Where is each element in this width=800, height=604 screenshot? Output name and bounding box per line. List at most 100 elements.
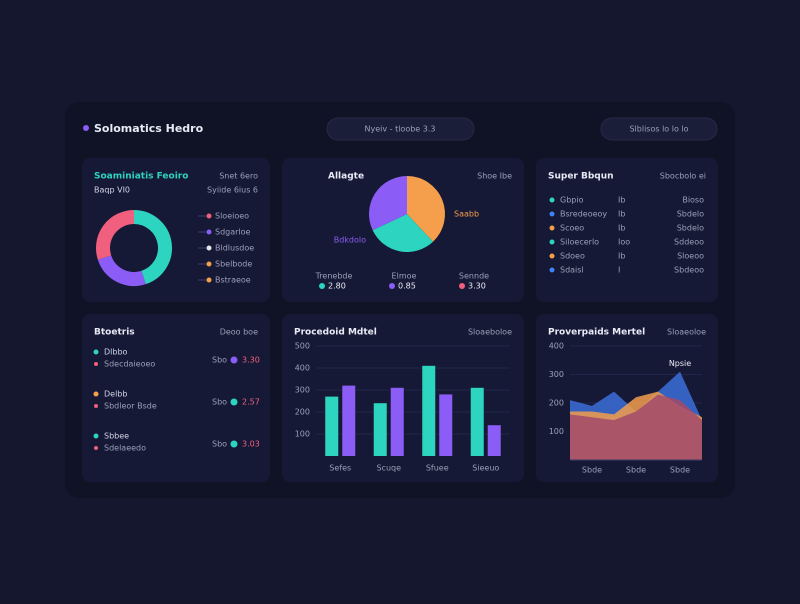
- legend-dot: [206, 277, 212, 283]
- panel-meta: Shoe Ibe: [477, 172, 512, 181]
- metric-sub: Sbdleor Bsde: [104, 402, 157, 411]
- metric-sub-dot: [94, 404, 98, 408]
- actions[interactable]: [600, 117, 718, 141]
- y-tick-label: 400: [295, 364, 310, 373]
- x-tick-label: Scuqe: [376, 464, 401, 473]
- panel-meta: Sloaeoloe: [667, 328, 706, 337]
- y-tick-label: 200: [549, 399, 564, 408]
- row-dot: [549, 267, 555, 273]
- panel-meta: Sloaeboloe: [468, 328, 512, 337]
- metric-label: Dlbbo: [104, 348, 128, 357]
- metric-sub: Sdelaeedo: [104, 444, 146, 453]
- actions-text[interactable]: Slblisos lo lo lo: [629, 125, 688, 134]
- stat-value: 0.85: [398, 282, 416, 291]
- row-right: Sbdelo: [677, 210, 704, 219]
- metric-value: 3.30: [242, 356, 260, 365]
- y-tick-label: 300: [549, 370, 564, 379]
- row-mid: Ib: [618, 210, 625, 219]
- x-tick-label: Sbde: [670, 466, 690, 475]
- stat-value: 2.80: [328, 282, 346, 291]
- pie-slice: [368, 176, 407, 231]
- row-mid: I: [618, 266, 620, 275]
- metric-sub-dot: [94, 446, 98, 450]
- stat-label: Elmoe: [392, 272, 417, 281]
- row-dot: [549, 197, 555, 203]
- row-label: Gbpio: [560, 196, 584, 205]
- legend-dot: [206, 261, 212, 267]
- panel-meta: Sbocbolo ei: [660, 172, 706, 181]
- row-label: Sdaisl: [560, 266, 584, 275]
- metric-dot: [93, 391, 99, 397]
- x-tick-label: Sfuee: [426, 464, 449, 473]
- y-tick-label: 100: [549, 427, 564, 436]
- panel-title: Btoetris: [94, 328, 135, 338]
- stat-dot: [389, 283, 395, 289]
- y-tick-label: 100: [295, 430, 310, 439]
- legend-dot: [206, 229, 212, 235]
- donut-segment: [96, 210, 135, 260]
- panel-meta: Snet 6ero: [219, 172, 258, 181]
- y-tick-label: 400: [549, 342, 564, 351]
- bar: [487, 425, 501, 456]
- panel: [82, 158, 270, 302]
- y-tick-label: 200: [295, 408, 310, 417]
- row-right: Sddeoo: [674, 238, 704, 247]
- bar: [390, 387, 404, 456]
- y-tick-label: 300: [295, 386, 310, 395]
- search-text[interactable]: Nyeiv - tloobe 3.3: [365, 125, 436, 134]
- panel-title: Allagte: [328, 172, 364, 182]
- pie-annotation: Saabb: [454, 210, 479, 219]
- stat-dot: [319, 283, 325, 289]
- metric-tag: Sbo: [212, 440, 227, 449]
- row-label: Siloecerlo: [560, 238, 599, 247]
- pie-annotation: Bdkdolo: [334, 236, 366, 245]
- row-label: Scoeo: [560, 224, 584, 233]
- panel-meta: Deoo boe: [220, 328, 258, 337]
- x-tick-label: Sbde: [582, 466, 602, 475]
- bar: [422, 365, 436, 456]
- metric-dot: [93, 433, 99, 439]
- stat-value: 3.30: [468, 282, 486, 291]
- pie-slice: [372, 214, 434, 253]
- stat-dot: [459, 283, 465, 289]
- annotation: Npsie: [669, 359, 691, 368]
- metric-value: 3.03: [242, 440, 260, 449]
- panel-title: Soaminiatis Feoiro: [94, 172, 188, 182]
- x-tick-label: Sbde: [626, 466, 646, 475]
- legend-label: Sloeioeo: [215, 212, 249, 221]
- metric-value-dot: [230, 398, 238, 406]
- app-title: Solomatics Hedro: [94, 122, 204, 135]
- legend-dot: [206, 213, 212, 219]
- donut-segment: [133, 210, 172, 285]
- pie-slice: [407, 176, 446, 242]
- panel: [82, 314, 270, 482]
- logo: [83, 125, 89, 131]
- y-tick-label: 500: [295, 342, 310, 351]
- bar: [325, 396, 339, 456]
- row-mid: Ib: [618, 196, 625, 205]
- area: [570, 394, 702, 460]
- row-dot: [549, 225, 555, 231]
- row-label: Sdoeo: [560, 252, 585, 261]
- row-mid: Ib: [618, 224, 625, 233]
- bar: [470, 387, 484, 456]
- row-mid: Ioo: [618, 238, 630, 247]
- panel-title: Super Bbqun: [548, 172, 614, 182]
- stat-label: Trenebde: [315, 272, 353, 281]
- metric-value: 2.57: [242, 398, 260, 407]
- row-right: Sbdeoo: [674, 266, 704, 275]
- search-box[interactable]: [326, 117, 475, 141]
- row-right: Sbdelo: [677, 224, 704, 233]
- metric-label: Delbb: [104, 390, 127, 399]
- row-right: Sloeoo: [677, 252, 704, 261]
- x-tick-label: Sieeuo: [472, 464, 499, 473]
- donut-segment: [97, 254, 146, 286]
- metric-tag: Sbo: [212, 356, 227, 365]
- row-mid: Ib: [618, 252, 625, 261]
- legend-label: Sdgarloe: [215, 228, 251, 237]
- x-tick-label: Sefes: [329, 464, 351, 473]
- row-dot: [549, 253, 555, 259]
- metric-value-dot: [230, 440, 238, 448]
- bar: [342, 385, 356, 456]
